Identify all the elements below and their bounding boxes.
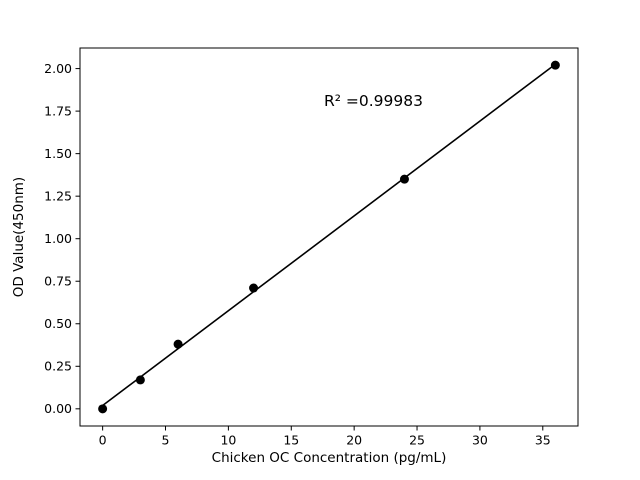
data-point <box>399 174 409 184</box>
x-axis-tick-label: 15 <box>283 433 299 448</box>
data-point <box>249 283 259 293</box>
y-axis-tick-label: 1.25 <box>44 188 72 203</box>
y-axis-tick-label: 1.00 <box>44 231 72 246</box>
y-axis-tick-label: 0.25 <box>44 359 72 374</box>
y-axis-label: OD Value(450nm) <box>11 177 27 297</box>
x-axis-tick-label: 0 <box>99 433 107 448</box>
y-axis-tick-label: 0.00 <box>44 401 72 416</box>
data-point <box>173 339 183 349</box>
plot-border <box>79 47 579 427</box>
y-axis-tick-label: 0.75 <box>44 274 72 289</box>
data-point <box>135 375 145 385</box>
r-squared-annotation: R² =0.99983 <box>324 92 423 110</box>
y-axis-tick-label: 2.00 <box>44 61 72 76</box>
x-axis-tick-label: 25 <box>409 433 425 448</box>
y-axis-tick-label: 0.50 <box>44 316 72 331</box>
y-axis-tick-label: 1.50 <box>44 146 72 161</box>
x-axis-tick-label: 35 <box>535 433 551 448</box>
x-axis-tick-label: 10 <box>220 433 236 448</box>
x-axis-tick-label: 20 <box>346 433 362 448</box>
x-axis-label: Chicken OC Concentration (pg/mL) <box>212 450 447 466</box>
data-point <box>98 404 108 414</box>
x-axis-tick-label: 30 <box>472 433 488 448</box>
y-axis-tick-label: 1.75 <box>44 103 72 118</box>
data-point <box>550 60 560 70</box>
x-axis-tick-label: 5 <box>162 433 170 448</box>
